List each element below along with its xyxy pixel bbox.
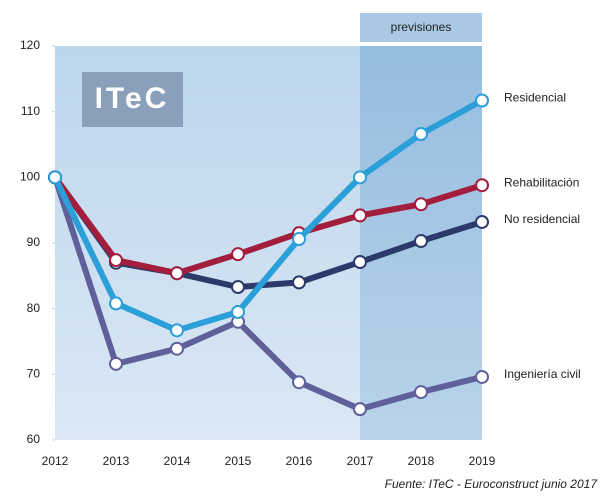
series-label: No residencial [504,212,580,226]
point [475,178,489,193]
x-tick-label: 2019 [469,454,496,468]
y-tick-label: 120 [20,38,40,52]
series-line [52,97,484,334]
x-tick-label: 2015 [225,454,252,468]
point [475,214,489,229]
x-tick-label: 2016 [286,454,313,468]
point [292,232,306,247]
point [109,356,123,371]
y-tick-label: 80 [27,301,41,315]
point [170,323,184,338]
y-tick-label: 110 [21,104,40,118]
point [170,266,184,281]
x-tick-label: 2012 [42,454,69,468]
y-tick-label: 70 [27,367,41,381]
x-tick-label: 2018 [408,454,435,468]
point [231,304,245,319]
point [475,369,489,384]
logo-box [82,72,183,127]
point [109,296,123,311]
point [414,234,428,249]
x-tick-label: 2014 [164,454,191,468]
point [170,341,184,356]
forecast-header [360,13,482,42]
point [414,385,428,400]
point [475,93,489,108]
y-tick-label: 90 [27,235,41,249]
point [292,375,306,390]
point [414,126,428,141]
logo: ITeC [95,82,170,115]
series-line [52,176,483,413]
y-tick-label: 100 [20,170,40,184]
series-line [52,175,483,277]
point [109,253,123,268]
point [231,279,245,294]
point [231,247,245,262]
point [353,170,367,185]
series-label: Residencial [504,91,566,105]
point [48,170,62,185]
series-label: Rehabilitación [504,175,579,189]
y-tick-label: 60 [27,432,41,446]
source: Fuente: ITeC - Euroconstruct junio 2017 [385,477,599,491]
point [353,208,367,223]
x-tick-label: 2017 [347,454,374,468]
series-label: Ingeniería civil [504,367,581,381]
x-tick-label: 2013 [103,454,130,468]
point [353,402,367,417]
point [353,255,367,270]
forecast-label: previsiones [391,20,452,34]
point [414,197,428,212]
point [292,275,306,290]
